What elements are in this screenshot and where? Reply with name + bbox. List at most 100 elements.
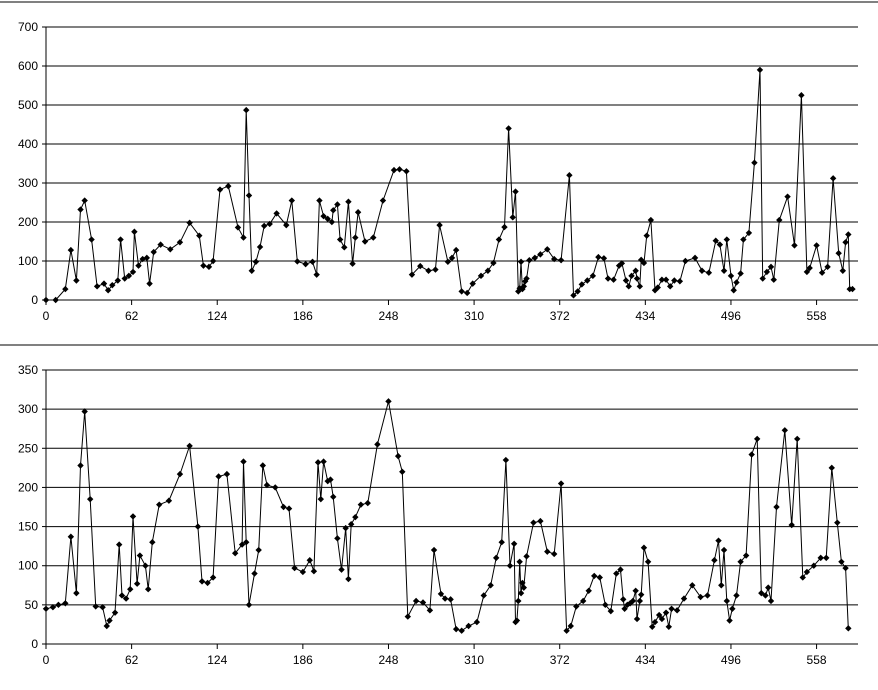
data-point-marker — [345, 198, 352, 205]
y-tick-label: 250 — [18, 441, 38, 455]
data-point-marker — [502, 456, 510, 464]
data-point-marker — [417, 262, 424, 270]
series-line — [45, 401, 849, 632]
data-point-marker — [842, 564, 849, 572]
data-point-marker — [689, 582, 696, 589]
x-tick-label: 124 — [207, 309, 227, 323]
data-point-marker — [723, 236, 731, 243]
data-point-marker — [579, 597, 587, 605]
lower-chart: 0 50 100 150 200 250 300 350 0 62 124 186 248 310 372 4… — [0, 344, 878, 667]
data-point-marker — [86, 495, 94, 503]
data-point-marker — [245, 192, 253, 199]
data-point-marker — [758, 589, 765, 597]
data-point-marker — [125, 272, 133, 280]
data-point-marker — [186, 219, 193, 226]
data-point-marker — [447, 596, 454, 603]
data-point-marker — [498, 539, 505, 546]
data-point-marker — [742, 552, 750, 559]
data-point-marker — [668, 605, 675, 612]
data-point-marker — [526, 257, 533, 264]
data-point-marker — [637, 591, 645, 598]
data-point-marker — [733, 592, 740, 599]
data-point-marker — [436, 221, 443, 229]
data-point-marker — [506, 562, 514, 569]
data-point-marker — [519, 579, 526, 587]
data-point-marker — [399, 468, 406, 475]
data-point-marker — [729, 605, 736, 612]
data-point-marker — [81, 408, 88, 415]
data-point-marker — [480, 592, 487, 599]
data-point-marker — [662, 276, 670, 283]
data-point-marker — [131, 228, 138, 235]
data-point-marker — [654, 284, 661, 291]
data-point-marker — [114, 277, 122, 284]
data-point-marker — [473, 618, 481, 626]
data-point-marker — [607, 607, 615, 615]
data-point-marker — [385, 398, 392, 405]
data-point-marker — [425, 267, 432, 274]
data-point-marker — [238, 541, 246, 548]
data-point-marker — [469, 280, 476, 287]
data-point-marker — [798, 92, 805, 99]
y-tick-label: 0 — [31, 293, 38, 307]
data-point-marker — [396, 166, 403, 173]
data-point-marker — [578, 281, 586, 288]
data-point-marker — [720, 546, 728, 554]
data-point-marker — [823, 554, 830, 562]
data-point-marker — [310, 567, 318, 575]
upper-chart: 0 100 200 300 400 500 600 700 0 62 124 186 248 310 372… — [0, 1, 878, 323]
data-point-marker — [651, 618, 659, 626]
data-point-marker — [505, 125, 512, 132]
data-point-marker — [223, 470, 231, 478]
data-point-marker — [144, 586, 152, 593]
data-point-marker — [88, 236, 95, 243]
data-point-marker — [122, 595, 130, 602]
data-point-marker — [748, 451, 755, 458]
data-point-marker — [67, 533, 75, 540]
data-point-marker — [129, 513, 137, 520]
data-point-marker — [490, 259, 497, 267]
data-point-marker — [842, 239, 849, 246]
data-point-marker — [584, 277, 591, 284]
data-point-marker — [618, 260, 626, 267]
data-point-marker — [531, 254, 539, 262]
data-point-marker — [176, 470, 184, 478]
data-point-marker — [42, 296, 50, 304]
data-point-marker — [62, 600, 69, 607]
data-point-marker — [288, 197, 296, 204]
data-point-marker — [103, 622, 110, 630]
data-point-marker — [306, 557, 313, 564]
x-tick-label: 558 — [807, 309, 827, 323]
data-point-marker — [715, 537, 722, 544]
data-point-marker — [621, 605, 628, 612]
data-point-marker — [313, 271, 320, 278]
data-point-marker — [834, 519, 841, 526]
data-point-marker — [613, 570, 620, 577]
data-point-marker — [733, 279, 740, 286]
data-point-marker — [550, 255, 558, 263]
data-point-marker — [67, 246, 75, 254]
data-point-marker — [463, 289, 471, 297]
data-point-marker — [828, 464, 835, 472]
data-point-marker — [737, 558, 744, 565]
data-point-marker — [215, 473, 222, 480]
data-point-marker — [838, 558, 845, 565]
data-point-marker — [818, 269, 826, 276]
data-point-marker — [762, 592, 769, 599]
data-point-marker — [441, 595, 449, 602]
data-point-marker — [142, 562, 149, 569]
data-point-marker — [824, 263, 831, 271]
data-point-marker — [604, 275, 612, 282]
data-point-marker — [633, 275, 641, 282]
x-tick-label: 0 — [43, 309, 50, 323]
data-point-marker — [77, 206, 84, 213]
data-point-marker — [285, 505, 293, 512]
data-point-marker — [327, 476, 334, 483]
data-point-marker — [231, 549, 239, 557]
data-point-marker — [835, 250, 842, 257]
data-point-marker — [591, 572, 598, 580]
data-point-marker — [845, 625, 852, 632]
data-point-marker — [622, 277, 630, 284]
x-tick-label: 372 — [550, 309, 570, 323]
data-point-marker — [770, 276, 777, 283]
